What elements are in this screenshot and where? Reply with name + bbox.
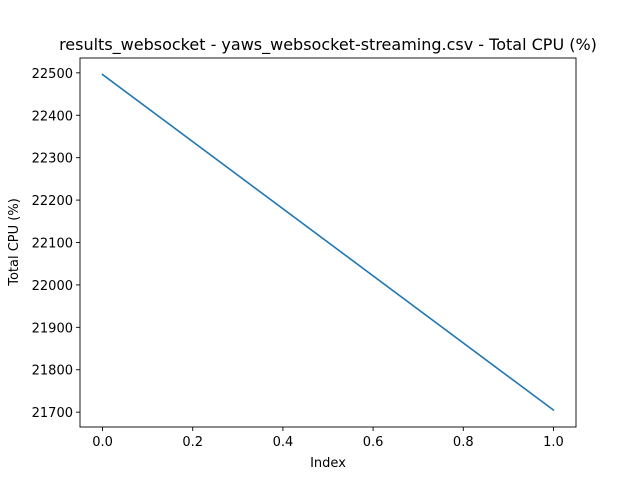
x-tick-label: 0.4 (273, 435, 294, 450)
y-tick-label: 22100 (32, 237, 73, 252)
x-tick-label: 0.2 (182, 435, 203, 450)
y-tick-label: 22300 (32, 152, 73, 167)
y-tick-label: 21800 (32, 364, 73, 379)
y-tick-label: 21900 (32, 321, 73, 336)
y-tick-label: 22200 (32, 194, 73, 209)
y-tick-label: 21700 (32, 406, 73, 421)
x-tick-label: 0.6 (363, 435, 384, 450)
x-tick-label: 0.0 (92, 435, 113, 450)
chart-title: results_websocket - yaws_websocket-strea… (59, 35, 597, 55)
x-tick-label: 0.8 (453, 435, 474, 450)
series-line-0 (101, 73, 555, 412)
y-axis-label: Total CPU (%) (7, 198, 22, 287)
x-tick-label: 1.0 (543, 435, 564, 450)
y-tick-label: 22400 (32, 109, 73, 124)
y-tick-label: 22500 (32, 67, 73, 82)
y-tick-label: 22000 (32, 279, 73, 294)
x-axis-label: Index (310, 456, 346, 471)
plot-area: 0.0 0.2 0.4 0.6 0.8 1.0 21700 21800 21900 22000 22… (32, 57, 577, 450)
